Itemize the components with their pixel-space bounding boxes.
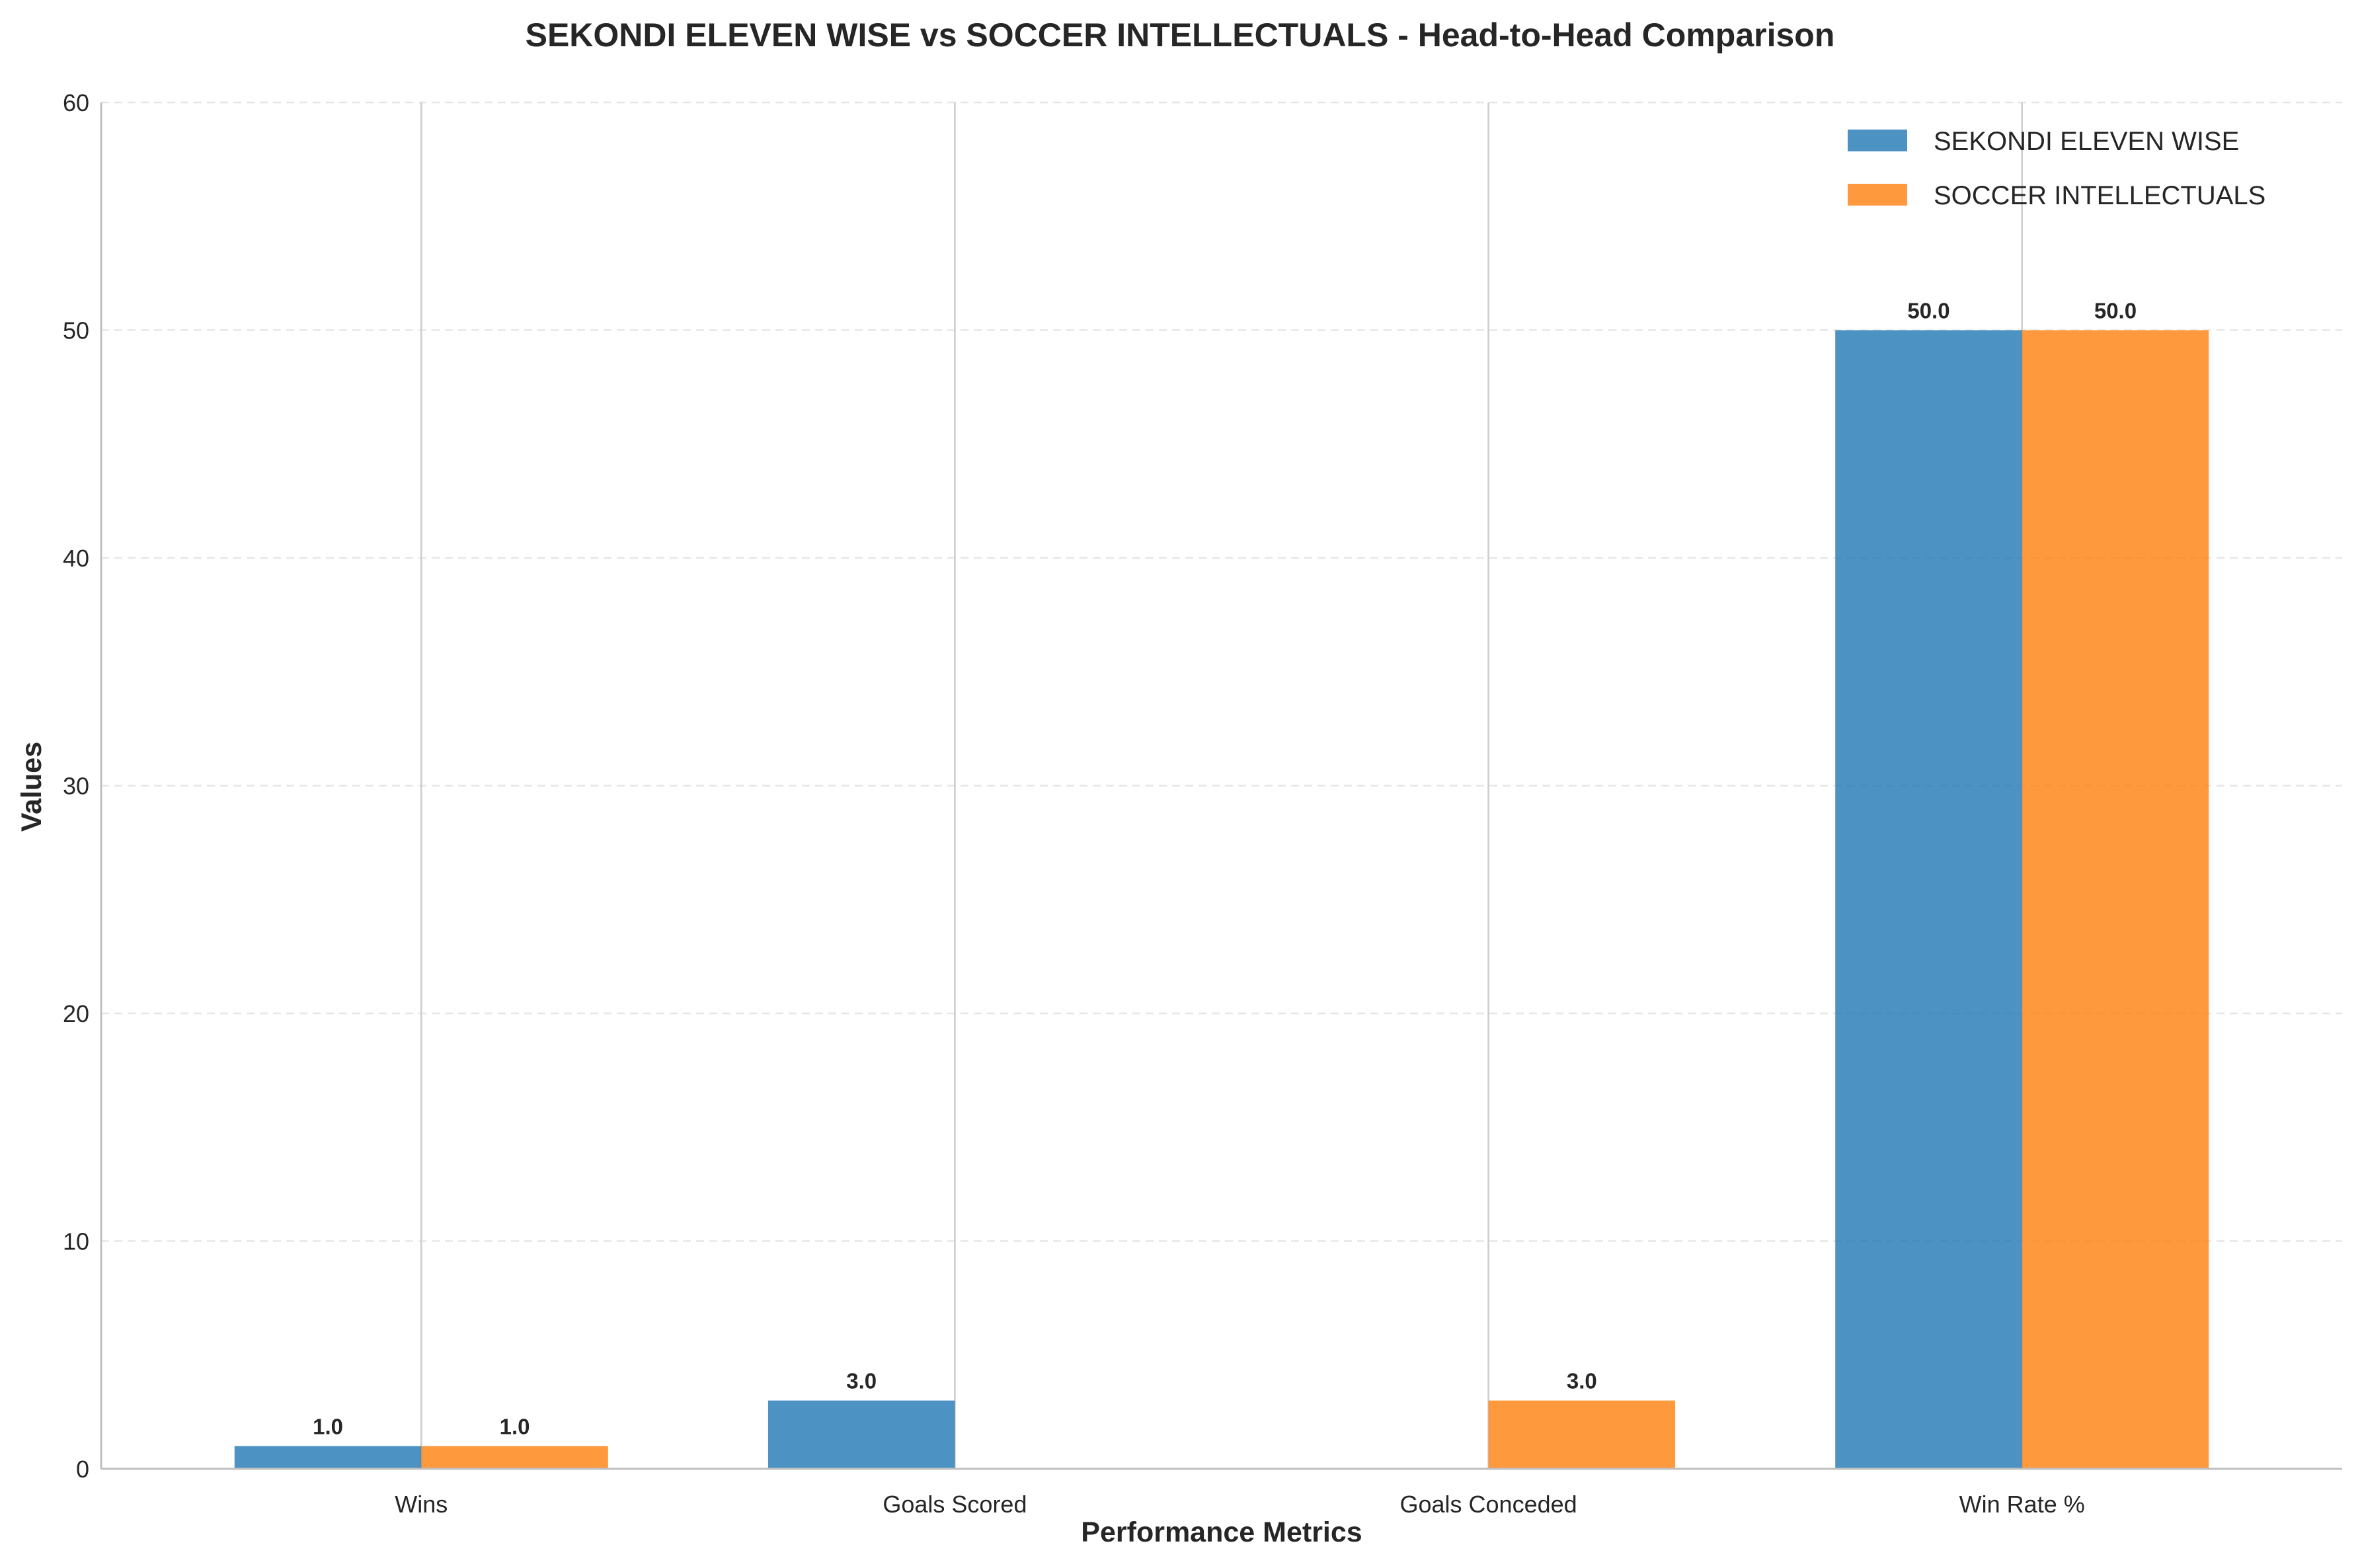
bar-series-2: [1488, 1400, 1676, 1469]
x-tick-label: Win Rate %: [1959, 1491, 2085, 1518]
x-tick-label: Wins: [395, 1491, 448, 1518]
bar-value-label: 1.0: [313, 1415, 343, 1439]
legend: SEKONDI ELEVEN WISE SOCCER INTELLECTUALS: [1848, 127, 2265, 210]
chart-title: SEKONDI ELEVEN WISE vs SOCCER INTELLECTU…: [526, 17, 1835, 54]
bar-series-1: [1835, 330, 2022, 1469]
legend-label: SOCCER INTELLECTUALS: [1934, 181, 2265, 210]
x-axis-label: Performance Metrics: [1081, 1516, 1362, 1548]
y-tick-label: 40: [63, 545, 89, 572]
plot-area: 1.0 3.0 50.0 1.0 3.0 50.0 0 10 20 30 40 50 60 Wins Goa…: [63, 89, 2342, 1518]
y-axis-label: Values: [16, 742, 48, 832]
y-tick-label: 30: [63, 773, 89, 800]
x-tick-label: Goals Conceded: [1399, 1491, 1577, 1518]
bar-value-label: 3.0: [1567, 1369, 1597, 1393]
legend-swatch: [1848, 130, 1907, 151]
x-tick-label: Goals Scored: [883, 1491, 1027, 1518]
legend-swatch: [1848, 184, 1907, 206]
y-tick-label: 50: [63, 317, 89, 344]
y-tick-label: 60: [63, 89, 89, 116]
bar-value-label: 3.0: [846, 1369, 877, 1393]
bar-series-1: [767, 1400, 955, 1469]
bar-value-label: 1.0: [500, 1415, 530, 1439]
bar-series-2: [2022, 330, 2209, 1469]
bar-value-label: 50.0: [1907, 299, 1949, 323]
y-tick-label: 20: [63, 1000, 89, 1027]
legend-label: SEKONDI ELEVEN WISE: [1934, 127, 2239, 156]
y-tick-label: 0: [76, 1456, 89, 1483]
bar-series-1: [234, 1446, 422, 1469]
bar-value-label: 50.0: [2094, 299, 2137, 323]
bar-series-2: [421, 1446, 608, 1469]
y-tick-label: 10: [63, 1228, 89, 1255]
